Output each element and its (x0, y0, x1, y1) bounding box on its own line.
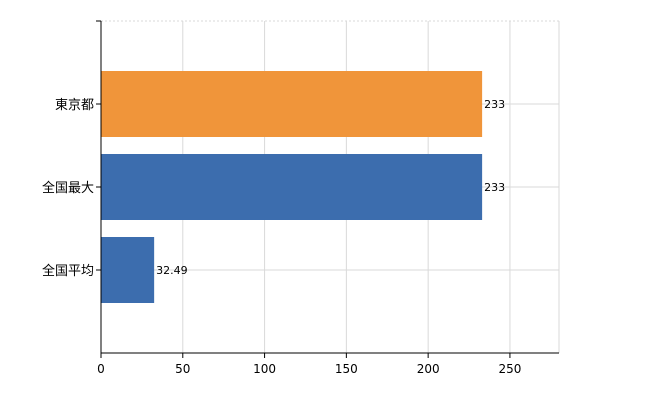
category-label: 全国最大 (42, 180, 94, 196)
x-tick-label: 100 (253, 362, 276, 376)
axes (96, 20, 559, 358)
bar (101, 154, 483, 220)
data-label: 233 (484, 181, 505, 194)
x-tick-label: 0 (97, 362, 105, 376)
x-tick-label: 50 (175, 362, 190, 376)
x-tick-label: 250 (498, 362, 521, 376)
x-tick-label: 200 (417, 362, 440, 376)
category-label: 東京都 (55, 97, 94, 113)
bar (101, 237, 155, 303)
bar (101, 71, 483, 137)
data-label: 233 (484, 98, 505, 111)
labels: 0 50 100 150 200 250 233 東京都 233 全国最大 32.49 全国平均 (42, 97, 521, 376)
x-tick-label: 150 (335, 362, 358, 376)
category-label: 全国平均 (42, 263, 94, 279)
data-label: 32.49 (156, 264, 188, 277)
bars (101, 71, 483, 303)
